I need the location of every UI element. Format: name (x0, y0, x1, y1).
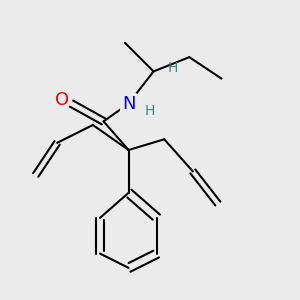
Text: O: O (56, 91, 70, 109)
Text: N: N (122, 94, 135, 112)
Text: H: H (145, 104, 155, 118)
Text: H: H (168, 61, 178, 75)
